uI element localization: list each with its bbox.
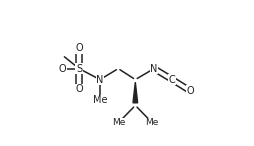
Text: Me: Me <box>93 95 107 105</box>
Text: Me: Me <box>146 118 159 127</box>
Text: Me: Me <box>112 118 125 127</box>
Text: C: C <box>169 75 176 85</box>
Polygon shape <box>133 82 138 103</box>
Text: N: N <box>96 75 104 85</box>
Text: O: O <box>75 84 83 94</box>
Text: O: O <box>186 86 194 96</box>
Text: S: S <box>76 64 82 74</box>
Text: O: O <box>58 64 66 74</box>
Text: N: N <box>150 64 158 74</box>
Text: O: O <box>75 43 83 53</box>
